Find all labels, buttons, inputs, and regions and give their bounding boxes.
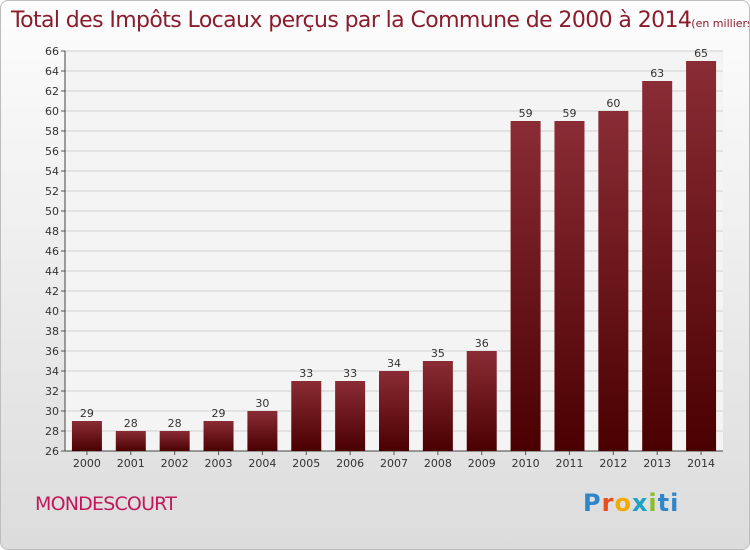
y-tick-label: 48 — [45, 225, 59, 238]
bar-value-label: 35 — [431, 347, 445, 360]
y-tick-label: 54 — [45, 165, 59, 178]
y-tick-label: 38 — [45, 325, 59, 338]
y-tick-label: 64 — [45, 65, 59, 78]
bar-value-label: 59 — [562, 107, 576, 120]
y-tick-label: 60 — [45, 105, 59, 118]
bar — [466, 351, 497, 451]
bar-value-label: 60 — [606, 97, 620, 110]
x-tick-label: 2002 — [161, 457, 189, 470]
bar — [642, 81, 673, 451]
x-tick-label: 2000 — [73, 457, 101, 470]
bar — [247, 411, 278, 451]
bar-value-label: 29 — [80, 407, 94, 420]
bar — [159, 431, 190, 451]
x-tick-label: 2007 — [380, 457, 408, 470]
y-tick-label: 40 — [45, 305, 59, 318]
bar-value-label: 33 — [299, 367, 313, 380]
y-tick-label: 50 — [45, 205, 59, 218]
y-tick-label: 36 — [45, 345, 59, 358]
y-tick-label: 34 — [45, 365, 59, 378]
x-tick-label: 2013 — [643, 457, 671, 470]
bar-value-label: 28 — [168, 417, 182, 430]
x-tick-label: 2006 — [336, 457, 364, 470]
bar — [71, 421, 102, 451]
bar-value-label: 29 — [212, 407, 226, 420]
proxiti-logo: Proxiti — [583, 489, 680, 517]
bar — [554, 121, 585, 451]
y-tick-label: 66 — [45, 45, 59, 58]
bar — [291, 381, 322, 451]
y-tick-label: 56 — [45, 145, 59, 158]
bar — [335, 381, 366, 451]
bar — [379, 371, 409, 451]
y-tick-label: 46 — [45, 245, 59, 258]
bar-value-label: 59 — [519, 107, 533, 120]
chart-title: Total des Impôts Locaux perçus par la Co… — [11, 8, 750, 33]
title-text: Total des Impôts Locaux perçus par la Co… — [11, 8, 692, 33]
x-tick-label: 2010 — [512, 457, 540, 470]
y-tick-label: 52 — [45, 185, 59, 198]
chart-subtitle: (en milliers d'€) — [691, 17, 750, 30]
bar-value-label: 28 — [124, 417, 138, 430]
bar — [686, 61, 717, 451]
x-tick-label: 2011 — [555, 457, 583, 470]
x-tick-label: 2005 — [292, 457, 320, 470]
y-tick-label: 58 — [45, 125, 59, 138]
bar — [203, 421, 234, 451]
x-tick-label: 2014 — [687, 457, 715, 470]
x-tick-label: 2012 — [599, 457, 627, 470]
bar-value-label: 33 — [343, 367, 357, 380]
x-tick-label: 2004 — [248, 457, 276, 470]
x-tick-label: 2008 — [424, 457, 452, 470]
bar — [598, 111, 629, 451]
commune-name: MONDESCOURT — [35, 493, 177, 515]
bar — [115, 431, 146, 451]
bar-value-label: 63 — [650, 67, 664, 80]
bar-value-label: 65 — [694, 47, 708, 60]
bar-value-label: 34 — [387, 357, 401, 370]
y-tick-label: 42 — [45, 285, 59, 298]
y-tick-label: 62 — [45, 85, 59, 98]
x-tick-label: 2009 — [468, 457, 496, 470]
y-tick-label: 44 — [45, 265, 59, 278]
bar-value-label: 30 — [255, 397, 269, 410]
bar — [422, 361, 453, 451]
x-tick-label: 2003 — [205, 457, 233, 470]
y-tick-label: 30 — [45, 405, 59, 418]
y-tick-label: 32 — [45, 385, 59, 398]
bar-value-label: 36 — [475, 337, 489, 350]
bar — [510, 121, 541, 451]
y-tick-label: 28 — [45, 425, 59, 438]
y-tick-label: 26 — [45, 445, 59, 458]
x-tick-label: 2001 — [117, 457, 145, 470]
